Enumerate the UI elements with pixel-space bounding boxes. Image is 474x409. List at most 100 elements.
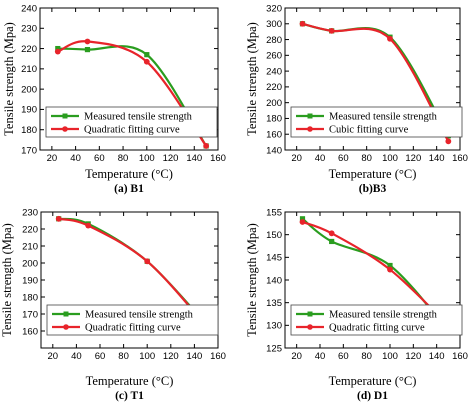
- legend-label: Quadratic fitting curve: [85, 323, 181, 334]
- series-line-2: [302, 220, 450, 327]
- panel-caption: (a) B1: [114, 183, 144, 195]
- y-tick-label: 140: [266, 275, 282, 286]
- x-tick-label: 160: [452, 351, 468, 362]
- legend-label: Measured tensile strength: [329, 112, 438, 123]
- y-tick-label: 180: [22, 292, 38, 303]
- x-axis-label: Temperature (°C): [86, 374, 174, 388]
- y-axis-label: Tensile strength (Mpa): [2, 22, 16, 136]
- x-tick-label: 140: [429, 351, 445, 362]
- y-axis-label: Tensile strength (Mpa): [245, 22, 259, 136]
- series-line-2: [302, 22, 450, 142]
- legend-swatch-marker: [307, 324, 313, 330]
- data-point-circle: [203, 143, 210, 149]
- data-point-circle: [328, 230, 335, 237]
- y-tick-label: 180: [21, 125, 37, 136]
- x-tick-label: 140: [429, 153, 445, 164]
- x-axis-label: Temperature (°C): [85, 167, 173, 181]
- y-tick-label: 280: [266, 35, 282, 46]
- x-tick-label: 140: [186, 351, 202, 362]
- data-point-circle: [84, 38, 91, 45]
- data-point-circle: [387, 35, 393, 42]
- panel-caption: (d) D1: [357, 390, 388, 402]
- x-tick-label: 40: [315, 153, 326, 164]
- legend-label: Quadratic fitting curve: [329, 323, 425, 334]
- y-tick-label: 200: [22, 258, 38, 269]
- y-tick-label: 130: [266, 321, 282, 332]
- x-tick-label: 120: [163, 351, 179, 362]
- data-point-circle: [55, 215, 62, 222]
- y-tick-label: 160: [266, 130, 282, 141]
- x-tick-label: 40: [70, 153, 81, 164]
- y-tick-label: 200: [21, 84, 37, 95]
- x-axis-label: Temperature (°C): [329, 167, 417, 181]
- x-tick-label: 100: [139, 153, 155, 164]
- data-point-circle: [144, 258, 151, 265]
- legend-box: [46, 304, 219, 336]
- plot-frame: [284, 7, 461, 151]
- y-tick-label: 210: [21, 64, 37, 75]
- data-point-square: [387, 262, 393, 269]
- legend-swatch-marker: [307, 126, 313, 132]
- y-tick-label: 260: [266, 51, 282, 62]
- x-tick-label: 60: [95, 351, 106, 362]
- data-point-square: [299, 216, 306, 222]
- y-tick-label: 155: [266, 207, 282, 218]
- legend-label: Measured tensile strength: [329, 310, 438, 321]
- x-tick-label: 160: [452, 153, 468, 164]
- chart-panel-3: 20 40 60 80 100 120 140 160 160 170 180 190 200 210 22…: [0, 207, 226, 402]
- x-tick-label: 140: [186, 153, 202, 164]
- x-tick-label: 120: [405, 351, 421, 362]
- chart-panel-1: 20 40 60 80 100 120 140 160 170 180 190 200 210 220 23…: [2, 3, 226, 195]
- legend-swatch-marker: [63, 311, 69, 317]
- data-point-square: [55, 45, 61, 52]
- data-point-circle: [445, 138, 452, 145]
- data-point-circle: [85, 222, 92, 229]
- y-tick-label: 160: [22, 326, 38, 337]
- x-tick-label: 160: [210, 351, 226, 362]
- x-tick-label: 20: [47, 153, 58, 164]
- y-tick-label: 190: [21, 105, 37, 116]
- x-tick-label: 80: [361, 153, 372, 164]
- y-axis-label: Tensile strength (Mpa): [0, 223, 14, 337]
- x-tick-label: 60: [338, 153, 349, 164]
- x-axis-label: Temperature (°C): [329, 374, 417, 388]
- data-point-circle: [299, 219, 306, 225]
- data-point-square: [84, 46, 91, 53]
- y-tick-label: 135: [266, 298, 282, 309]
- legend-swatch-marker: [63, 324, 69, 330]
- x-tick-label: 160: [210, 153, 226, 164]
- y-tick-label: 220: [266, 82, 282, 93]
- legend-box: [290, 304, 463, 336]
- y-axis-label: Tensile strength (Mpa): [245, 223, 259, 337]
- y-tick-label: 320: [266, 3, 282, 14]
- legend-box: [45, 106, 218, 138]
- legend-swatch-marker: [62, 113, 68, 119]
- legend-swatch-marker: [307, 311, 313, 317]
- y-tick-label: 240: [266, 66, 282, 77]
- x-tick-label: 120: [163, 153, 179, 164]
- legend-swatch-marker: [62, 126, 68, 132]
- x-tick-label: 20: [48, 351, 59, 362]
- chart-panel-4: 20 40 60 80 100 120 140 160 125 130 135 140 145 150 15…: [245, 207, 468, 402]
- x-tick-label: 40: [315, 351, 326, 362]
- x-tick-label: 120: [405, 153, 421, 164]
- data-point-square: [329, 238, 335, 245]
- y-tick-label: 230: [21, 24, 37, 35]
- data-point-circle: [387, 266, 393, 273]
- data-point-circle: [143, 58, 150, 65]
- legend-label: Cubic fitting curve: [329, 125, 409, 136]
- x-tick-label: 20: [291, 153, 302, 164]
- y-tick-label: 145: [266, 253, 282, 264]
- x-tick-label: 20: [291, 351, 302, 362]
- panel-caption: (c) T1: [115, 390, 144, 402]
- x-tick-label: 60: [94, 153, 105, 164]
- legend-label: Measured tensile strength: [84, 112, 193, 123]
- chart-panel-2: 20 40 60 80 100 120 140 160 140 160 180 200 220 240 26…: [245, 3, 468, 195]
- y-tick-label: 170: [21, 145, 37, 156]
- legend-label: Measured tensile strength: [85, 310, 194, 321]
- legend-label: Quadratic fitting curve: [84, 125, 180, 136]
- x-tick-label: 100: [382, 153, 398, 164]
- y-tick-label: 150: [266, 230, 282, 241]
- panel-caption: (b)B3: [359, 183, 387, 195]
